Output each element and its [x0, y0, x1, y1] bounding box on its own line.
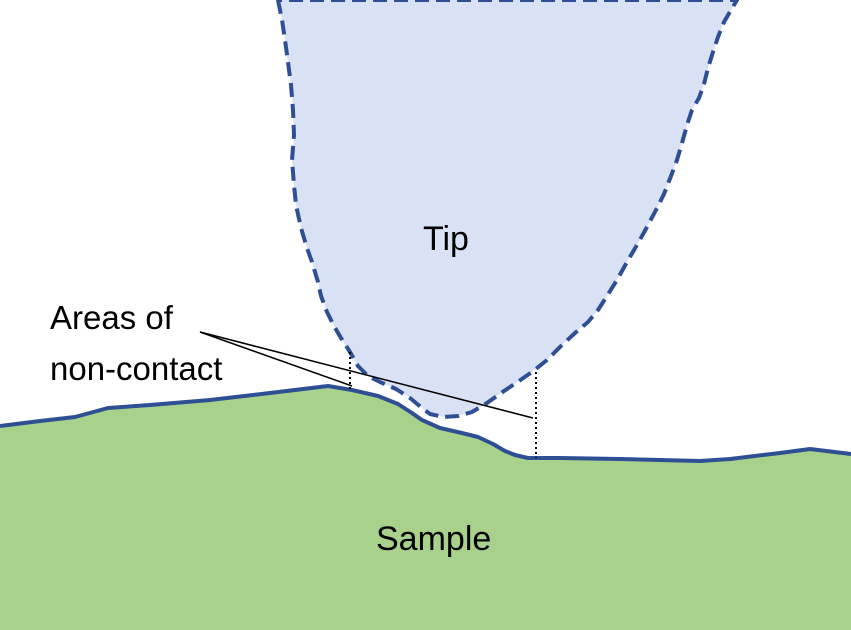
callout-line-right: [199, 331, 534, 419]
tip-body: [276, 0, 739, 419]
tip-label: Tip: [423, 220, 469, 258]
callout-line-left: [199, 331, 353, 387]
sample-surface-outline: [0, 384, 851, 463]
sample-label: Sample: [376, 520, 491, 558]
sample-region: [0, 386, 851, 630]
callout-label-line2: non-contact: [50, 350, 222, 387]
callout-label-line1: Areas of: [50, 299, 174, 336]
